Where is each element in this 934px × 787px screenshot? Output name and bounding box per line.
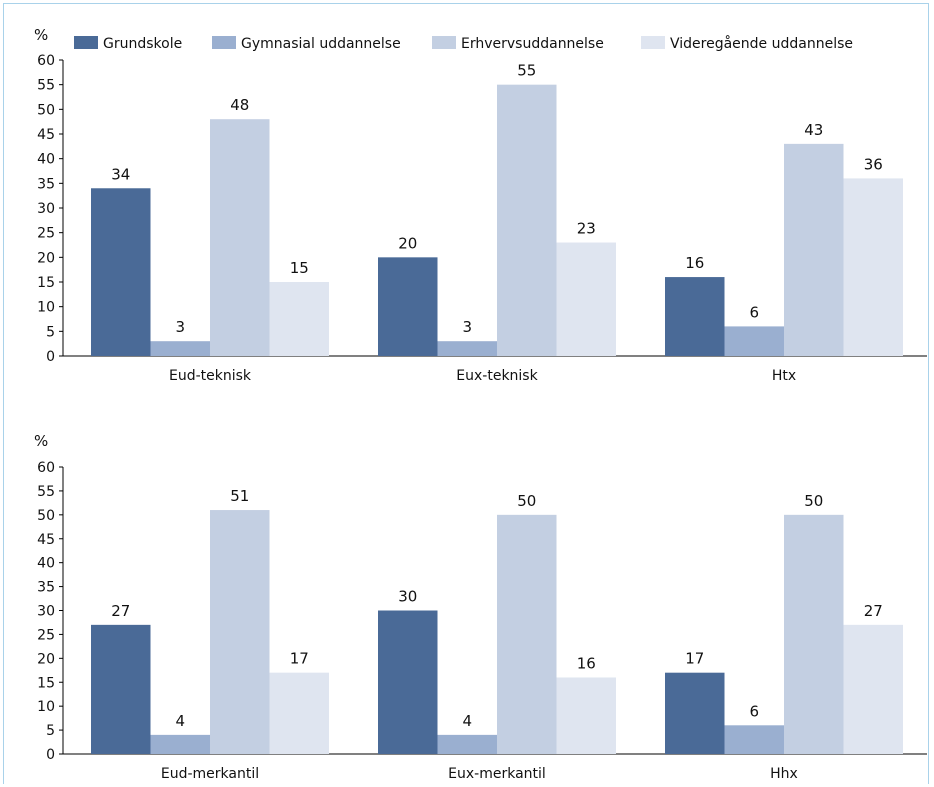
- y-tick-label: 30: [37, 604, 55, 620]
- bar-value-label: 20: [398, 234, 417, 252]
- bar-value-label: 23: [577, 220, 596, 238]
- y-tick-label: 60: [37, 53, 55, 69]
- y-tick-label: 25: [37, 226, 55, 242]
- x-category-label: Hhx: [770, 766, 798, 782]
- bar: [497, 84, 557, 357]
- y-tick-label: 55: [37, 484, 55, 500]
- bar: [843, 178, 903, 356]
- bar-value-label: 3: [175, 318, 185, 336]
- y-tick-label: 35: [37, 176, 55, 192]
- x-category-label: Eux-merkantil: [448, 766, 546, 782]
- legend-label: Videregående uddannelse: [670, 35, 853, 52]
- bar: [378, 610, 438, 754]
- y-tick-label: 15: [37, 275, 55, 291]
- y-tick-label: 50: [37, 508, 55, 524]
- x-category-label: Eux-teknisk: [456, 368, 538, 384]
- bar-value-label: 6: [749, 303, 759, 321]
- bar-value-label: 48: [230, 96, 249, 114]
- chart-panel-1: %0510152025303540455055603434815Eud-tekn…: [34, 26, 927, 384]
- legend-swatch: [432, 36, 456, 49]
- y-tick-label: 45: [37, 532, 55, 548]
- y-tick-label: 20: [37, 651, 55, 667]
- bar: [556, 677, 616, 754]
- bar: [784, 514, 844, 754]
- bar: [784, 143, 844, 356]
- chart-panel-2: % 0 5 10 15 20 25 30 35 40 45 50 55 60 27 4 51 17 Eud-merk…: [34, 432, 927, 782]
- y-tick-label: 35: [37, 580, 55, 596]
- bar: [91, 188, 151, 356]
- legend-swatch: [641, 36, 665, 49]
- bar: [437, 341, 497, 356]
- bar-value-label: 15: [290, 259, 309, 277]
- y-tick-label: 30: [37, 201, 55, 217]
- y-tick-label: 15: [37, 675, 55, 691]
- bar-value-label: 16: [685, 254, 704, 272]
- bar-value-label: 6: [749, 702, 759, 720]
- bar-value-label: 17: [290, 650, 309, 668]
- bar: [378, 257, 438, 356]
- x-category-label: Eud-merkantil: [161, 766, 259, 782]
- bar-value-label: 4: [175, 712, 185, 730]
- bar-value-label: 4: [462, 712, 472, 730]
- y-axis-label: %: [34, 432, 48, 450]
- bar: [665, 672, 725, 754]
- y-tick-label: 55: [37, 78, 55, 94]
- y-tick-label: 10: [37, 699, 55, 715]
- y-tick-label: 0: [46, 349, 55, 365]
- bar: [210, 119, 270, 356]
- chart-frame: [3, 3, 929, 784]
- y-tick-label: 50: [37, 102, 55, 118]
- y-tick-label: 25: [37, 627, 55, 643]
- bar: [210, 510, 270, 754]
- legend-swatch: [74, 36, 98, 49]
- bar: [724, 326, 784, 356]
- bar-value-label: 30: [398, 588, 417, 606]
- bar: [91, 624, 151, 754]
- y-tick-label: 5: [46, 324, 55, 340]
- bar: [150, 734, 210, 754]
- y-axis-label: %: [34, 26, 48, 44]
- bar-value-label: 55: [517, 62, 536, 80]
- bar-value-label: 17: [685, 650, 704, 668]
- bar: [665, 277, 725, 356]
- bar: [724, 725, 784, 754]
- bar: [269, 672, 329, 754]
- bar-value-label: 51: [230, 487, 249, 505]
- bar: [269, 282, 329, 356]
- bar-value-label: 50: [517, 492, 536, 510]
- y-tick-label: 40: [37, 152, 55, 168]
- y-tick-label: 45: [37, 127, 55, 143]
- legend: Grundskole Gymnasial uddannelse Erhvervsud…: [74, 35, 853, 52]
- y-tick-label: 20: [37, 250, 55, 266]
- bar: [437, 734, 497, 754]
- y-tick-label: 10: [37, 300, 55, 316]
- bar-value-label: 34: [111, 165, 130, 183]
- bar-value-label: 36: [864, 155, 883, 173]
- bar: [150, 341, 210, 356]
- legend-label: Grundskole: [103, 36, 182, 52]
- bar-value-label: 16: [577, 654, 596, 672]
- y-tick-label: 60: [37, 460, 55, 476]
- bar-value-label: 43: [804, 121, 823, 139]
- bar: [497, 514, 557, 754]
- y-tick-label: 5: [46, 723, 55, 739]
- legend-swatch: [212, 36, 236, 49]
- bar: [843, 624, 903, 754]
- x-category-label: Eud-teknisk: [169, 368, 252, 384]
- y-tick-label: 40: [37, 556, 55, 572]
- legend-label: Gymnasial uddannelse: [241, 36, 401, 52]
- x-category-label: Htx: [772, 368, 796, 384]
- bar: [556, 242, 616, 356]
- bar-value-label: 50: [804, 492, 823, 510]
- bar-value-label: 27: [864, 602, 883, 620]
- bar-value-label: 3: [462, 318, 472, 336]
- bar-value-label: 27: [111, 602, 130, 620]
- y-tick-label: 0: [46, 747, 55, 763]
- legend-label: Erhvervsuddannelse: [461, 36, 604, 52]
